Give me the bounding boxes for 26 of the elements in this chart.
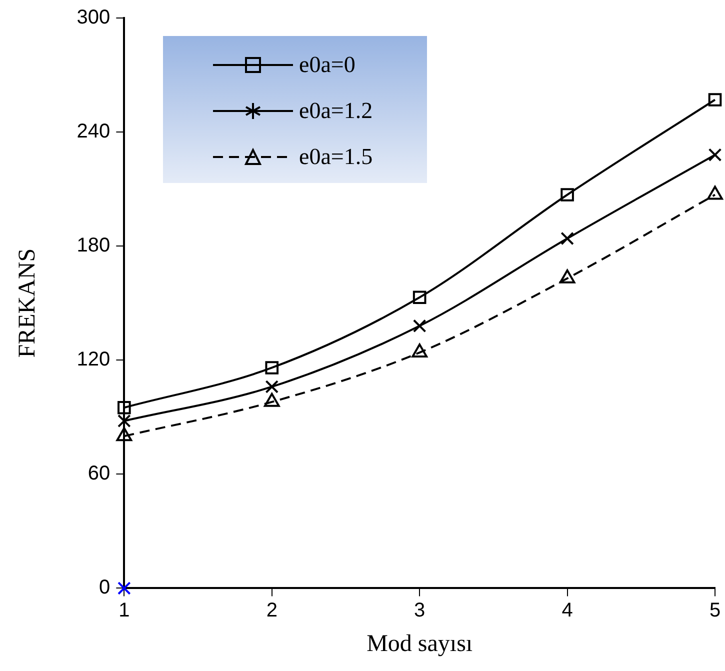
- point: [412, 290, 426, 304]
- point: [560, 232, 574, 246]
- legend-label: e0a=1.2: [299, 98, 373, 124]
- point: [118, 400, 131, 414]
- x-tick-label: 4: [562, 600, 573, 622]
- y-tick-label: 240: [76, 120, 110, 143]
- point: [708, 93, 722, 106]
- x-tick-label: 2: [266, 600, 278, 622]
- y-tick-label: 0: [99, 576, 110, 599]
- y-tick-label: 300: [76, 6, 110, 29]
- x-tick-label: 3: [414, 600, 426, 622]
- x-tick-label: 5: [709, 600, 721, 622]
- y-tick-label: 180: [76, 234, 110, 257]
- point: [560, 188, 574, 202]
- point: [708, 148, 722, 162]
- point: [412, 319, 426, 333]
- point: [265, 361, 279, 374]
- y-tick-label: 60: [88, 462, 110, 485]
- legend-label: e0a=1.5: [299, 144, 373, 170]
- y-tick-label: 120: [76, 348, 110, 371]
- legend-label: e0a=0: [299, 52, 356, 78]
- y-axis-title: FREKANS: [14, 248, 41, 358]
- point: [118, 414, 131, 428]
- point: [265, 380, 279, 394]
- x-axis-title: Mod sayısı: [366, 630, 473, 657]
- x-tick-label: 1: [118, 600, 130, 622]
